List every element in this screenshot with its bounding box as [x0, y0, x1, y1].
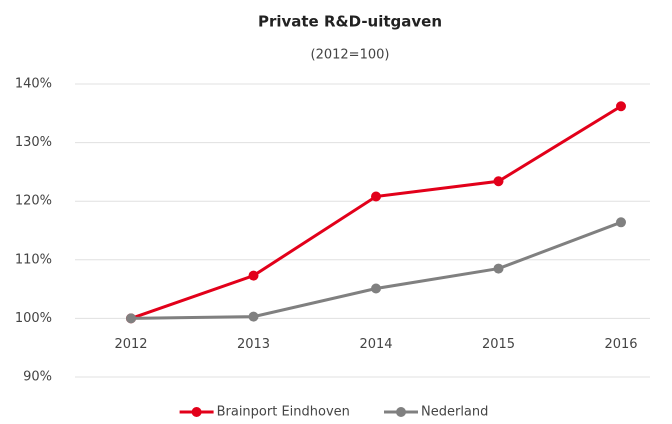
x-tick-label: 2015 — [482, 337, 515, 352]
point — [126, 313, 136, 324]
point — [493, 176, 504, 187]
point — [248, 311, 259, 322]
x-tick-label: 2013 — [237, 337, 270, 352]
y-tick-label: 120% — [15, 194, 52, 209]
point — [371, 283, 381, 294]
x-tick-label: 2016 — [604, 337, 637, 352]
legend-label: Nederland — [421, 405, 488, 420]
point — [493, 263, 504, 274]
point — [248, 270, 259, 281]
legend-marker — [396, 407, 406, 417]
legend-label: Brainport Eindhoven — [217, 405, 350, 420]
point — [616, 101, 626, 112]
chart-subtitle: (2012=100) — [311, 48, 390, 63]
legend-marker — [191, 407, 202, 417]
x-tick-label: 2014 — [359, 337, 392, 352]
x-tick-label: 2012 — [114, 337, 147, 352]
y-tick-label: 140% — [15, 77, 52, 92]
y-tick-label: 110% — [15, 252, 52, 267]
chart-title: Private R&D-uitgaven — [258, 13, 442, 31]
point — [371, 191, 381, 202]
point — [616, 217, 626, 228]
series-line — [130, 220, 622, 320]
y-tick-label: 100% — [15, 311, 52, 326]
y-tick-label: 130% — [15, 135, 52, 150]
y-tick-label: 90% — [23, 370, 52, 385]
